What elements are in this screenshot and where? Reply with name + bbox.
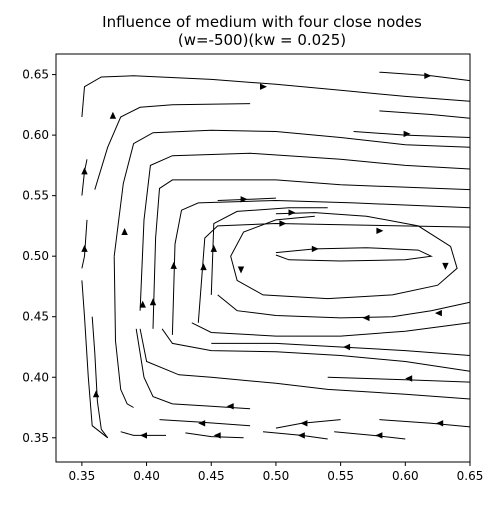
stream-arrow-left <box>297 432 305 439</box>
stream-arrow-down <box>237 266 245 274</box>
y-tick-label: 0.55 <box>22 189 49 203</box>
x-axis: 0.35 0.40 0.45 0.50 0.55 0.60 0.65 <box>69 462 484 483</box>
stream-arrow-left <box>343 343 351 351</box>
stream-arrow-right <box>279 220 287 227</box>
streamline-lower-4 <box>139 328 471 400</box>
streamline-loop-7 <box>197 222 471 323</box>
stream-arrow-left <box>213 432 221 439</box>
streamline-short-arrow-0.545 <box>217 197 276 201</box>
streamline-loop-4 <box>139 152 471 311</box>
streamline-lower-2 <box>211 342 471 356</box>
stream-arrow-left <box>375 432 383 439</box>
streamline-lower-1 <box>191 322 471 337</box>
y-tick-label: 0.60 <box>22 128 49 142</box>
x-tick-label: 0.55 <box>327 469 354 483</box>
streamline-outer-loop <box>81 75 471 118</box>
streamline-lower-inner-return <box>217 294 471 319</box>
stream-arrow-up <box>81 167 88 175</box>
x-tick-label: 0.60 <box>392 469 419 483</box>
plot-frame <box>55 53 471 463</box>
streamline-loop-8-right <box>210 207 328 295</box>
stream-arrow-up <box>109 111 117 119</box>
stream-arrow-up <box>139 300 146 308</box>
stream-arrow-right <box>240 196 248 203</box>
streamline-bottom-4 <box>120 431 166 436</box>
y-tick-label: 0.40 <box>22 370 49 384</box>
y-tick-label: 0.45 <box>22 310 49 324</box>
stream-arrow-left <box>300 420 308 427</box>
stream-arrow-left <box>405 375 413 382</box>
stream-arrow-right <box>424 72 432 79</box>
x-tick-label: 0.35 <box>69 469 96 483</box>
streamline-left-outer <box>81 280 109 439</box>
streamline-lower-6 <box>135 328 251 410</box>
streamline-innermost <box>275 247 433 262</box>
stream-arrow-left <box>434 309 442 317</box>
stream-arrow-up <box>92 390 100 398</box>
streamline-left-lower-2 <box>91 316 109 439</box>
x-tick-label: 0.50 <box>263 469 290 483</box>
streamline-loop-3 <box>113 129 471 257</box>
streamline-top-right-2 <box>379 110 471 119</box>
y-tick-label: 0.65 <box>22 68 49 82</box>
x-tick-label: 0.45 <box>198 469 225 483</box>
streamline-second-loop <box>94 103 251 190</box>
stream-arrow-right <box>311 245 319 253</box>
stream-arrow-left <box>362 314 370 322</box>
streamline-lower-3 <box>161 328 471 372</box>
y-tick-label: 0.50 <box>22 249 49 263</box>
streamline-loop-5 <box>152 179 471 329</box>
stream-arrow-up <box>200 263 207 271</box>
stream-arrow-left <box>226 403 234 410</box>
chart-title-line-2: (w=-500)(kw = 0.025) <box>178 31 346 49</box>
streamline-bottom-5 <box>185 432 244 439</box>
streamline-loop-6 <box>171 199 471 335</box>
streamlines-group <box>81 71 471 440</box>
stream-arrow-right <box>403 130 411 138</box>
stream-arrow-left <box>436 420 444 427</box>
streamline-bottom-6 <box>262 431 328 440</box>
stream-arrow-right <box>376 227 384 234</box>
streamline-bottom-3 <box>379 419 471 428</box>
streamline-right-2 <box>353 131 471 138</box>
streamline-inner-ring <box>230 212 458 300</box>
stream-arrow-up <box>149 298 157 306</box>
stream-arrow-left <box>198 420 206 427</box>
x-tick-label: 0.40 <box>133 469 160 483</box>
stream-arrow-right <box>260 83 267 90</box>
stream-arrow-up <box>121 228 128 235</box>
stream-arrow-right <box>288 209 296 216</box>
stream-arrow-left <box>140 432 147 439</box>
stream-arrow-up <box>210 244 218 252</box>
streamline-left-upper-1 <box>81 219 88 269</box>
streamline-left-lower-1 <box>113 256 134 408</box>
streamline-left-upper-2 <box>81 159 88 196</box>
y-tick-label: 0.35 <box>22 431 49 445</box>
stream-arrow-up <box>81 244 88 252</box>
streamline-bottom-7 <box>334 431 406 440</box>
x-tick-label: 0.65 <box>457 469 484 483</box>
stream-arrow-down <box>442 262 449 270</box>
streamline-bottom-1 <box>159 419 251 427</box>
stream-arrow-up <box>170 261 177 269</box>
y-axis: 0.35 0.40 0.45 0.50 0.55 0.60 0.65 <box>22 68 56 445</box>
streamline-bottom-2 <box>275 419 341 429</box>
streamline-lower-5 <box>327 376 471 383</box>
chart-title-line-1: Influence of medium with four close node… <box>102 13 422 31</box>
